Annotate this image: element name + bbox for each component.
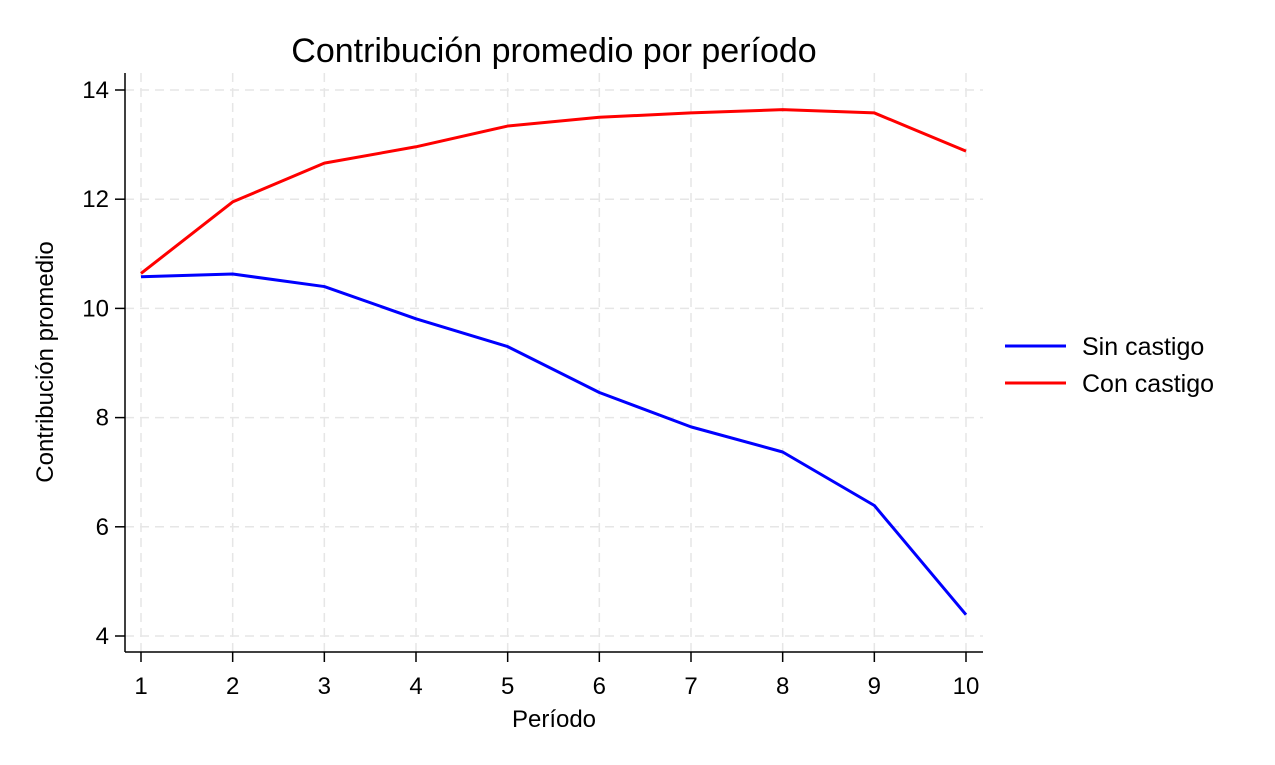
y-axis-label: Contribución promedio: [32, 241, 59, 482]
y-tick-label-12: 12: [82, 186, 109, 213]
y-tick-label-6: 6: [96, 514, 109, 541]
x-tick-label-2: 2: [226, 673, 239, 700]
legend: Sin castigo Con castigo: [1005, 333, 1214, 398]
y-tick-label-4: 4: [96, 623, 109, 650]
chart-title: Contribución promedio por período: [291, 32, 816, 70]
series-line-con-castigo: [140, 108, 967, 275]
series-lines: [140, 108, 968, 616]
y-tick-label-14: 14: [82, 77, 109, 104]
x-tick-label-7: 7: [684, 673, 697, 700]
legend-label-con-castigo: Con castigo: [1082, 370, 1214, 398]
x-tick-label-5: 5: [501, 673, 514, 700]
x-axis-label: Período: [512, 706, 596, 733]
x-tick-label-8: 8: [776, 673, 789, 700]
x-tick-label-9: 9: [868, 673, 881, 700]
x-tick-label-3: 3: [318, 673, 331, 700]
gridlines: [125, 73, 983, 652]
legend-label-sin-castigo: Sin castigo: [1082, 333, 1204, 361]
y-tick-label-8: 8: [96, 405, 109, 432]
axes: [115, 73, 983, 662]
x-tick-label-4: 4: [409, 673, 422, 700]
series-line-sin-castigo: [140, 272, 968, 616]
y-tick-label-10: 10: [82, 295, 109, 322]
x-tick-label-1: 1: [134, 673, 147, 700]
x-tick-label-6: 6: [593, 673, 606, 700]
x-tick-label-10: 10: [953, 673, 980, 700]
